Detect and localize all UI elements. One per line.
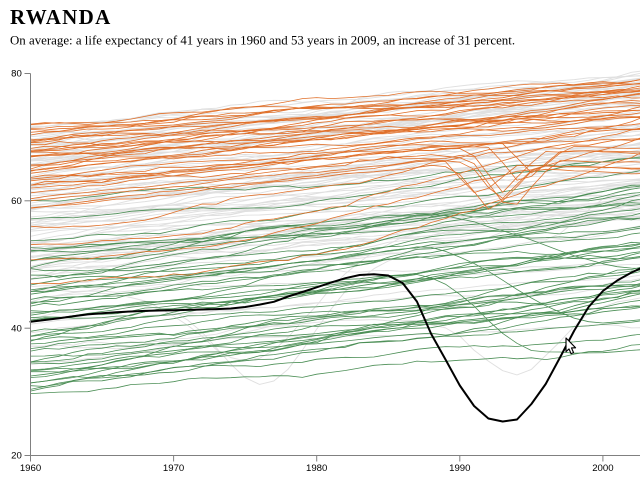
svg-text:40: 40 — [11, 323, 22, 334]
svg-text:On average: a life expectancy: On average: a life expectancy of 41 year… — [10, 34, 515, 48]
svg-text:RWANDA: RWANDA — [10, 5, 112, 29]
svg-text:20: 20 — [11, 451, 22, 462]
svg-text:60: 60 — [11, 196, 22, 207]
svg-text:1970: 1970 — [163, 463, 184, 474]
svg-text:1990: 1990 — [449, 463, 470, 474]
svg-text:1980: 1980 — [306, 463, 327, 474]
svg-text:2000: 2000 — [592, 463, 613, 474]
svg-text:1960: 1960 — [20, 463, 41, 474]
svg-text:80: 80 — [11, 69, 22, 80]
